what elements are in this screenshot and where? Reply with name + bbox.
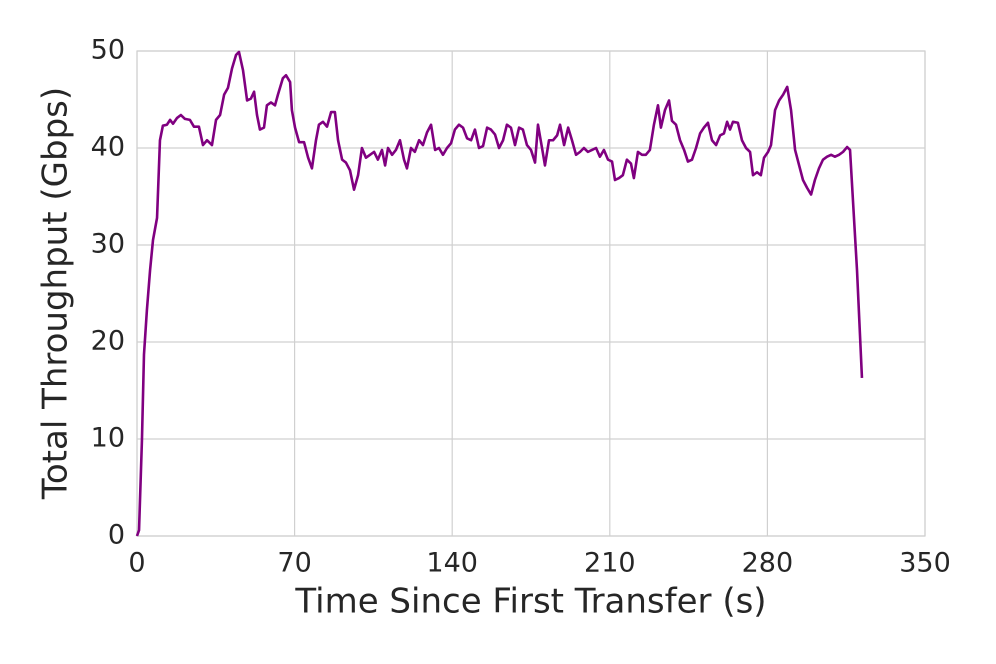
data-line — [135, 50, 864, 537]
x-tick-label: 280 — [742, 548, 794, 579]
y-tick-label: 50 — [91, 35, 125, 66]
y-tick-label: 30 — [91, 229, 125, 260]
x-tick-label: 210 — [584, 548, 636, 579]
plot-frame — [136, 50, 926, 537]
y-tick-label: 10 — [91, 423, 125, 454]
x-tick-label: 350 — [899, 548, 951, 579]
y-tick-label: 20 — [91, 326, 125, 357]
x-tick-label: 140 — [426, 548, 478, 579]
x-tick-label: 70 — [277, 548, 311, 579]
y-axis-label: Total Throughput (Gbps) — [36, 87, 76, 500]
y-tick-label: 0 — [108, 520, 125, 551]
x-axis-label: Time Since First Transfer (s) — [294, 582, 766, 622]
y-tick-label: 40 — [91, 132, 125, 163]
x-tick-label: 0 — [128, 548, 145, 579]
